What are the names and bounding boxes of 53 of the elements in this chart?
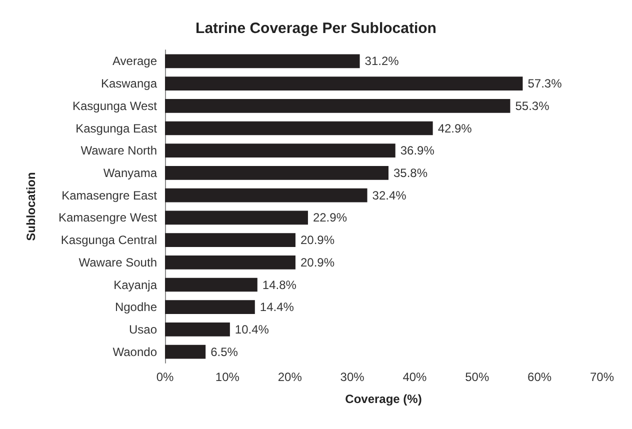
y-tick-label: Kasgunga West [72, 98, 158, 113]
y-axis-title: Sublocation [24, 172, 38, 241]
chart-title: Latrine Coverage Per Sublocation [196, 20, 436, 37]
bar [165, 144, 396, 158]
data-label: 42.9% [438, 121, 472, 136]
bar [165, 255, 296, 270]
bar [165, 188, 368, 202]
y-tick-label: Kayanja [114, 278, 158, 292]
y-tick-label: Waware South [78, 255, 157, 270]
bar [165, 98, 510, 113]
y-tick-label: Waondo [112, 344, 158, 359]
data-label: 14.8% [262, 278, 297, 292]
bar [165, 278, 258, 292]
bar [165, 300, 255, 314]
x-tick-label: 0% [156, 370, 174, 384]
y-tick-label: Average [112, 54, 158, 68]
data-label: 55.3% [515, 98, 550, 113]
x-tick-label: 10% [215, 370, 240, 384]
x-tick-label: 50% [465, 370, 490, 384]
data-label: 31.2% [364, 54, 400, 68]
bar [165, 166, 388, 180]
data-label: 57.3% [528, 76, 562, 91]
data-label: 20.9% [300, 255, 335, 270]
y-tick-label: Kasgunga East [76, 121, 158, 136]
y-tick-label: Ngodhe [114, 300, 158, 314]
y-tick-label: Kasgunga Central [60, 233, 157, 248]
x-tick-label: 60% [528, 370, 552, 384]
x-tick-label: 20% [278, 370, 302, 384]
bar [165, 121, 433, 136]
y-tick-label: Kamasengre West [58, 210, 158, 225]
x-tick-label: 70% [590, 370, 614, 384]
y-tick-label: Waware North [80, 144, 157, 158]
y-tick-label: Usao [128, 322, 158, 336]
bar [165, 322, 230, 336]
x-axis-title: Coverage (%) [345, 392, 422, 406]
data-label: 35.8% [393, 166, 428, 180]
y-tick-label: Kaswanga [100, 76, 158, 91]
data-label: 22.9% [312, 210, 348, 225]
y-tick-label: Wanyama [103, 166, 158, 180]
data-label: 36.9% [400, 144, 435, 158]
bar [165, 233, 296, 247]
bar [165, 76, 523, 90]
data-label: 10.4% [234, 322, 270, 336]
bar [165, 210, 308, 225]
data-label: 6.5% [210, 344, 238, 359]
data-label: 14.4% [260, 300, 294, 314]
data-label: 20.9% [300, 233, 335, 248]
x-tick-label: 30% [340, 370, 365, 384]
bar [165, 54, 360, 68]
data-label: 32.4% [372, 188, 407, 202]
y-tick-label: Kamasengre East [62, 188, 158, 202]
x-tick-label: 40% [402, 370, 428, 384]
bar [165, 344, 206, 359]
